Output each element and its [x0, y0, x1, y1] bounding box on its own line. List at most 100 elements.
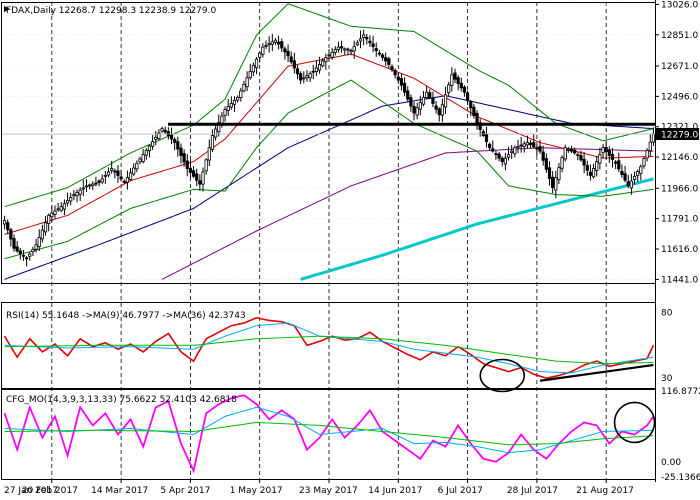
candle-body — [336, 46, 341, 50]
cfg-series-signal-1 — [4, 406, 654, 454]
candle-body — [582, 158, 586, 166]
candle-body — [289, 56, 293, 63]
candle-body — [591, 168, 596, 178]
candle-body — [91, 183, 95, 187]
date-tick-label: 14 Mar 2017 — [91, 486, 148, 496]
candle-body — [94, 182, 98, 185]
last-price-label: 12279.0 — [661, 131, 698, 141]
candle-body — [267, 43, 271, 46]
candle-body — [147, 145, 152, 152]
candle-body — [157, 132, 161, 139]
candle-body — [396, 76, 400, 81]
candle-body — [374, 48, 378, 51]
candle-body — [393, 70, 397, 76]
candle-body — [223, 109, 227, 116]
candle-body — [557, 167, 561, 181]
candle-body — [459, 82, 463, 89]
candle-body — [141, 154, 145, 162]
cfg-series-cfg-mo — [3, 394, 655, 474]
candle-body — [465, 92, 470, 101]
candle-body — [176, 141, 180, 150]
candle-body — [232, 100, 237, 105]
candle-body — [421, 97, 426, 105]
date-tick-label: 23 May 2017 — [299, 486, 358, 496]
cfg-tick-label: 116.8772 — [661, 387, 700, 397]
price-tick-label: 11966.0 — [661, 184, 698, 194]
candle-body — [160, 128, 164, 132]
candle-body — [248, 70, 252, 79]
candle-body — [598, 154, 602, 164]
candle-body — [544, 158, 548, 170]
series-bb-lower — [4, 79, 654, 260]
date-tick-label: 5 Apr 2017 — [160, 486, 210, 496]
candle-body — [494, 153, 498, 156]
candle-body — [478, 122, 482, 130]
date-tick-label: 20 Feb 2017 — [22, 486, 78, 496]
candle-body — [144, 149, 148, 156]
candle-body — [31, 249, 35, 253]
candle-body — [425, 91, 429, 99]
candle-body — [47, 214, 51, 224]
date-tick-label: 14 Jun 2017 — [368, 486, 422, 496]
candle-body — [128, 172, 133, 180]
candle-body — [462, 86, 467, 93]
rsi-trendline — [539, 363, 654, 382]
candle-body — [368, 40, 372, 44]
candle-body — [472, 106, 476, 117]
candle-body — [169, 134, 174, 140]
candle-body — [428, 92, 432, 99]
date-tick-label: 6 Jul 2017 — [438, 486, 483, 496]
rsi-title: RSI(14) 55.1648 ->MA(9) 46.7977 ->MA(36)… — [6, 311, 246, 321]
candle-body — [362, 34, 366, 38]
candle-body — [651, 133, 656, 143]
candle-body — [456, 77, 460, 84]
candle-body — [242, 83, 246, 92]
candle-body — [601, 147, 605, 154]
candle-body — [538, 146, 542, 152]
rsi-series-ma-36- — [4, 335, 654, 365]
candle-body — [371, 43, 375, 48]
candle-body — [314, 67, 319, 73]
candle-body — [116, 170, 120, 176]
date-tick-label: 28 Jul 2017 — [507, 486, 558, 496]
candle-body — [236, 97, 240, 101]
candle-body — [299, 73, 303, 81]
candle-body — [358, 38, 363, 42]
candle-body — [453, 72, 457, 80]
candle-body — [2, 220, 7, 225]
candle-body — [349, 50, 353, 53]
candle-body — [541, 151, 545, 161]
candle-body — [18, 250, 22, 254]
candle-body — [506, 154, 511, 158]
candle-body — [25, 257, 29, 260]
candle-body — [447, 84, 451, 93]
date-tick-label: 1 May 2017 — [230, 486, 283, 496]
rsi-divergence-circle — [479, 358, 526, 393]
candle-body — [258, 52, 262, 58]
title-marker-icon — [4, 6, 10, 12]
candle-body — [84, 185, 89, 188]
candle-body — [302, 77, 306, 80]
candle-body — [163, 129, 167, 133]
candle-body — [402, 82, 407, 93]
rsi-tick-label: 80 — [661, 309, 673, 319]
candle-body — [34, 244, 38, 250]
candle-body — [500, 157, 504, 162]
candle-body — [560, 157, 564, 169]
candle-body — [585, 165, 589, 171]
price-tick-label: 12671.0 — [661, 62, 698, 72]
candle-body — [270, 41, 274, 45]
candle-body — [488, 143, 492, 149]
candle-body — [491, 148, 495, 152]
candle-body — [280, 41, 284, 49]
price-tick-label: 11616.0 — [661, 245, 698, 255]
candle-body — [204, 159, 208, 172]
date-tick-label: 21 Aug 2017 — [576, 486, 634, 496]
candle-body — [532, 142, 536, 148]
candle-body — [53, 210, 57, 215]
candle-body — [554, 177, 558, 191]
price-tick-label: 11441.0 — [661, 275, 698, 285]
candle-body — [198, 180, 202, 185]
